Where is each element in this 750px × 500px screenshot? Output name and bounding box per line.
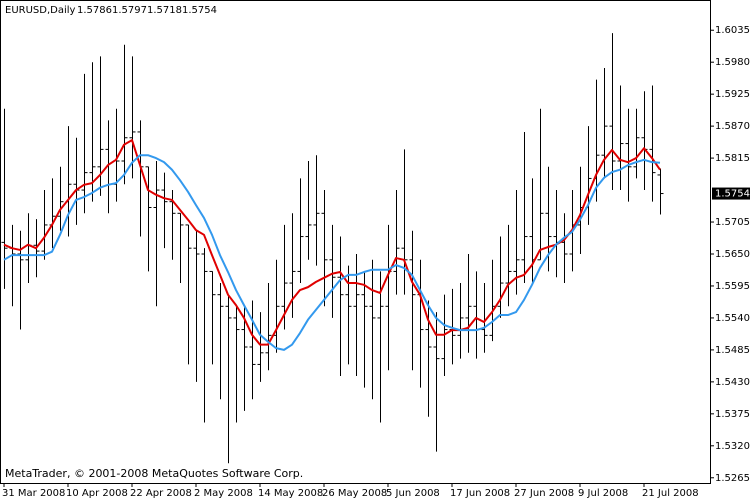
y-tick-label: 1.5870 xyxy=(715,121,750,132)
y-tick-label: 1.5980 xyxy=(715,57,750,68)
moving-average xyxy=(3,154,661,351)
x-tick-label: 31 Mar 2008 xyxy=(2,488,65,499)
x-tick-label: 21 Jul 2008 xyxy=(642,488,699,499)
y-tick-label: 1.6035 xyxy=(715,25,750,36)
price-box xyxy=(712,187,750,200)
x-tick-label: 2 May 2008 xyxy=(194,488,253,499)
y-tick-label: 1.5485 xyxy=(715,345,750,356)
x-tick-label: 27 Jun 2008 xyxy=(514,488,574,499)
x-tick-label: 10 Apr 2008 xyxy=(66,488,128,499)
y-tick-label: 1.5375 xyxy=(715,409,750,420)
price-label: 1.5754 xyxy=(715,189,750,200)
y-tick-label: 1.5595 xyxy=(715,281,750,292)
y-tick-label: 1.5430 xyxy=(715,377,750,388)
y-tick-label: 1.5705 xyxy=(715,217,750,228)
symbol: EURUSD,Daily xyxy=(5,5,76,16)
x-tick-label: 9 Jul 2008 xyxy=(578,488,628,499)
x-tick-label: 26 May 2008 xyxy=(322,488,387,499)
x-tick-label: 14 May 2008 xyxy=(258,488,323,499)
x-tick-label: 5 Jun 2008 xyxy=(386,488,440,499)
moving-average xyxy=(3,139,661,346)
y-tick-label: 1.5540 xyxy=(715,313,750,324)
y-tick-label: 1.5815 xyxy=(715,153,750,164)
x-tick-label: 22 Apr 2008 xyxy=(130,488,192,499)
y-tick-label: 1.5320 xyxy=(715,441,750,452)
y-tick-label: 1.5265 xyxy=(715,473,750,484)
header-low: 1.5718 xyxy=(147,5,182,16)
y-tick-label: 1.5925 xyxy=(715,89,750,100)
plot-border xyxy=(0,0,711,484)
y-tick-label: 1.5650 xyxy=(715,249,750,260)
header-open: 1.5786 xyxy=(77,5,112,16)
header-close: 1.5754 xyxy=(182,5,217,16)
x-tick-label: 17 Jun 2008 xyxy=(450,488,510,499)
footer: MetaTrader, © 2001-2008 MetaQuotes Softw… xyxy=(5,467,303,480)
header-high: 1.5797 xyxy=(112,5,147,16)
